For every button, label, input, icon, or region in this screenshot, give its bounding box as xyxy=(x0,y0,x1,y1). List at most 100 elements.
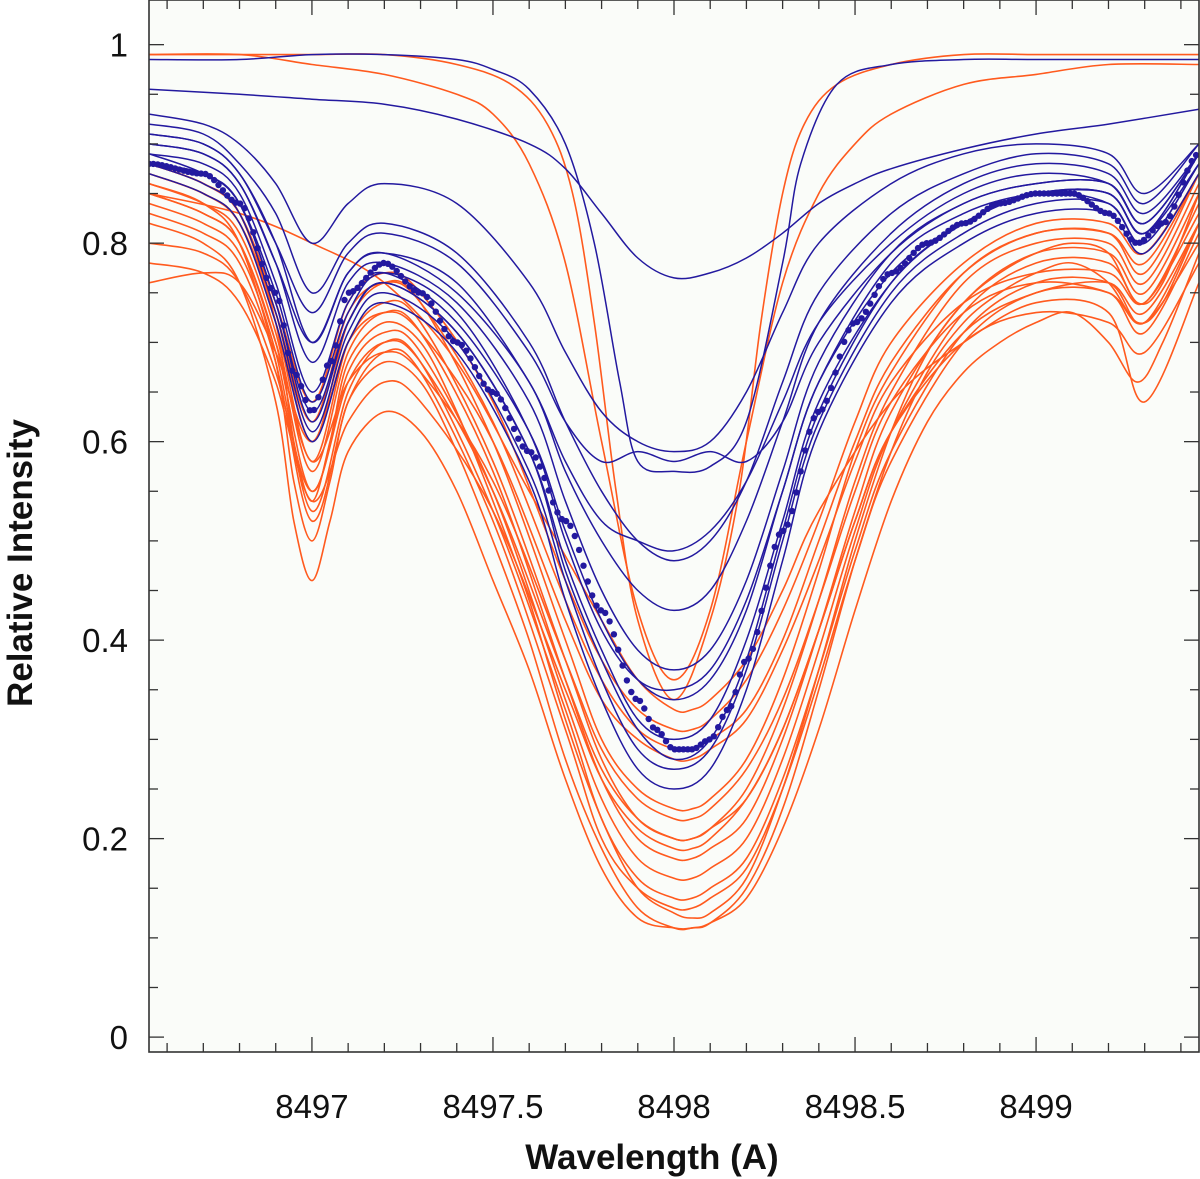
plot-area xyxy=(149,0,1199,1052)
reference-profile-dot xyxy=(719,713,726,720)
reference-profile-dot xyxy=(671,746,678,753)
reference-profile-dot xyxy=(224,192,231,199)
reference-profile-dot xyxy=(1188,157,1196,165)
reference-profile-dot xyxy=(267,284,274,292)
reference-profile-dot xyxy=(480,380,487,387)
reference-profile-dot xyxy=(263,274,270,281)
reference-profile-dot xyxy=(1166,212,1174,220)
y-tick-label: 0.8 xyxy=(82,225,128,262)
x-tick-label: 8498 xyxy=(637,1088,710,1125)
reference-profile-dot xyxy=(636,697,644,705)
reference-profile-dot xyxy=(645,715,652,723)
reference-profile-dot xyxy=(254,244,261,252)
reference-profile-dot xyxy=(745,655,752,662)
x-tick-label: 8497 xyxy=(275,1088,348,1125)
reference-profile-dot xyxy=(1145,232,1152,239)
reference-profile-dot xyxy=(845,327,852,334)
reference-profile-dot xyxy=(332,342,339,349)
x-axis-title: Wavelength (A) xyxy=(525,1138,778,1177)
y-tick-label: 0 xyxy=(110,1019,128,1056)
series-line-obs-3 xyxy=(149,113,1199,453)
series-line-model-1 xyxy=(149,163,1199,919)
y-tick-label: 1 xyxy=(110,27,128,64)
reference-profile-dot xyxy=(367,269,374,276)
series-line-model-8 xyxy=(149,212,1199,911)
series-line-obs-1-high xyxy=(149,53,1199,474)
reference-profile-dot xyxy=(389,263,396,270)
reference-profile-dot xyxy=(1123,230,1130,237)
reference-profile-dot xyxy=(293,371,300,379)
reference-profile-dot xyxy=(562,517,570,525)
reference-profile-dot xyxy=(358,279,366,287)
reference-profile-dot xyxy=(1058,190,1065,197)
reference-profile-dot xyxy=(280,322,287,329)
reference-profile-dot xyxy=(219,187,227,194)
reference-profile-dot xyxy=(680,746,687,753)
reference-profile-dot xyxy=(1119,223,1126,231)
reference-profile-dot xyxy=(819,406,826,413)
reference-profile-dot xyxy=(1084,197,1091,205)
reference-profile-dot xyxy=(593,602,600,609)
reference-profile-dot xyxy=(519,443,526,450)
x-tick-labels: 8497 8497.5 8498 8498.5 8499 xyxy=(275,1088,1073,1125)
reference-profile-dot xyxy=(297,382,305,390)
reference-profile-dot xyxy=(580,562,587,569)
reference-profile-dot xyxy=(762,584,770,591)
reference-profile-dot xyxy=(893,268,900,275)
reference-profile-dot xyxy=(476,372,483,380)
reference-profile-dots xyxy=(149,151,1199,753)
reference-profile-dot xyxy=(749,645,757,653)
reference-profile-dot xyxy=(467,355,474,362)
reference-profile-dot xyxy=(319,376,326,383)
reference-profile-dot xyxy=(1140,236,1148,244)
reference-profile-dot xyxy=(602,609,609,617)
axis-ticks xyxy=(149,0,1199,1052)
reference-profile-dot xyxy=(354,284,361,291)
y-axis-title: Relative Intensity xyxy=(1,419,40,707)
reference-profile-dot xyxy=(436,317,444,324)
reference-profile-dot xyxy=(402,278,409,285)
reference-profile-dot xyxy=(506,415,513,422)
reference-profile-dot xyxy=(441,325,448,333)
reference-profile-dot xyxy=(723,706,731,714)
reference-profile-dot xyxy=(397,272,405,280)
reference-profile-dot xyxy=(315,394,322,401)
series-line-obs-4 xyxy=(149,123,1199,562)
reference-profile-dot xyxy=(1110,212,1117,219)
reference-profile-dot xyxy=(502,404,509,412)
reference-profile-dot xyxy=(788,507,796,515)
reference-profile-dot xyxy=(841,338,848,345)
reference-profile-dot xyxy=(606,618,613,625)
reference-profile-dot xyxy=(710,733,717,740)
y-tick-label: 0.6 xyxy=(82,424,128,461)
reference-profile-dot xyxy=(406,283,413,290)
x-tick-label: 8499 xyxy=(999,1088,1072,1125)
reference-profile-dot xyxy=(245,215,253,222)
reference-profile-dot xyxy=(623,677,631,684)
reference-profile-dot xyxy=(371,264,379,272)
reference-profile-dot xyxy=(1049,190,1056,197)
reference-profile-dot xyxy=(337,318,344,325)
reference-profile-dot xyxy=(237,200,244,207)
reference-profile-dot xyxy=(936,234,943,241)
reference-profile-dot xyxy=(1175,191,1182,198)
y-tick-label: 0.2 xyxy=(82,821,128,858)
reference-profile-dot xyxy=(428,300,435,307)
reference-profile-dot xyxy=(1127,236,1135,243)
series-line-model-17-narrow-broad-wings xyxy=(149,53,1199,681)
reference-profile-dot xyxy=(363,274,370,282)
reference-profile-dot xyxy=(458,341,465,349)
reference-profile-dot xyxy=(784,521,791,528)
reference-profile-dot xyxy=(1184,167,1191,174)
reference-profile-dot xyxy=(276,297,283,305)
series-line-obs-13 xyxy=(149,133,1199,464)
reference-profile-dot xyxy=(693,744,700,752)
reference-profile-dot xyxy=(471,364,479,371)
y-tick-label: 0.4 xyxy=(82,622,128,659)
reference-profile-dot xyxy=(589,592,596,599)
reference-profile-dot xyxy=(419,290,426,297)
reference-profile-dot xyxy=(615,646,622,653)
reference-profile-dot xyxy=(328,357,335,365)
series-line-model-15 xyxy=(149,262,1199,852)
reference-profile-dot xyxy=(810,415,817,422)
